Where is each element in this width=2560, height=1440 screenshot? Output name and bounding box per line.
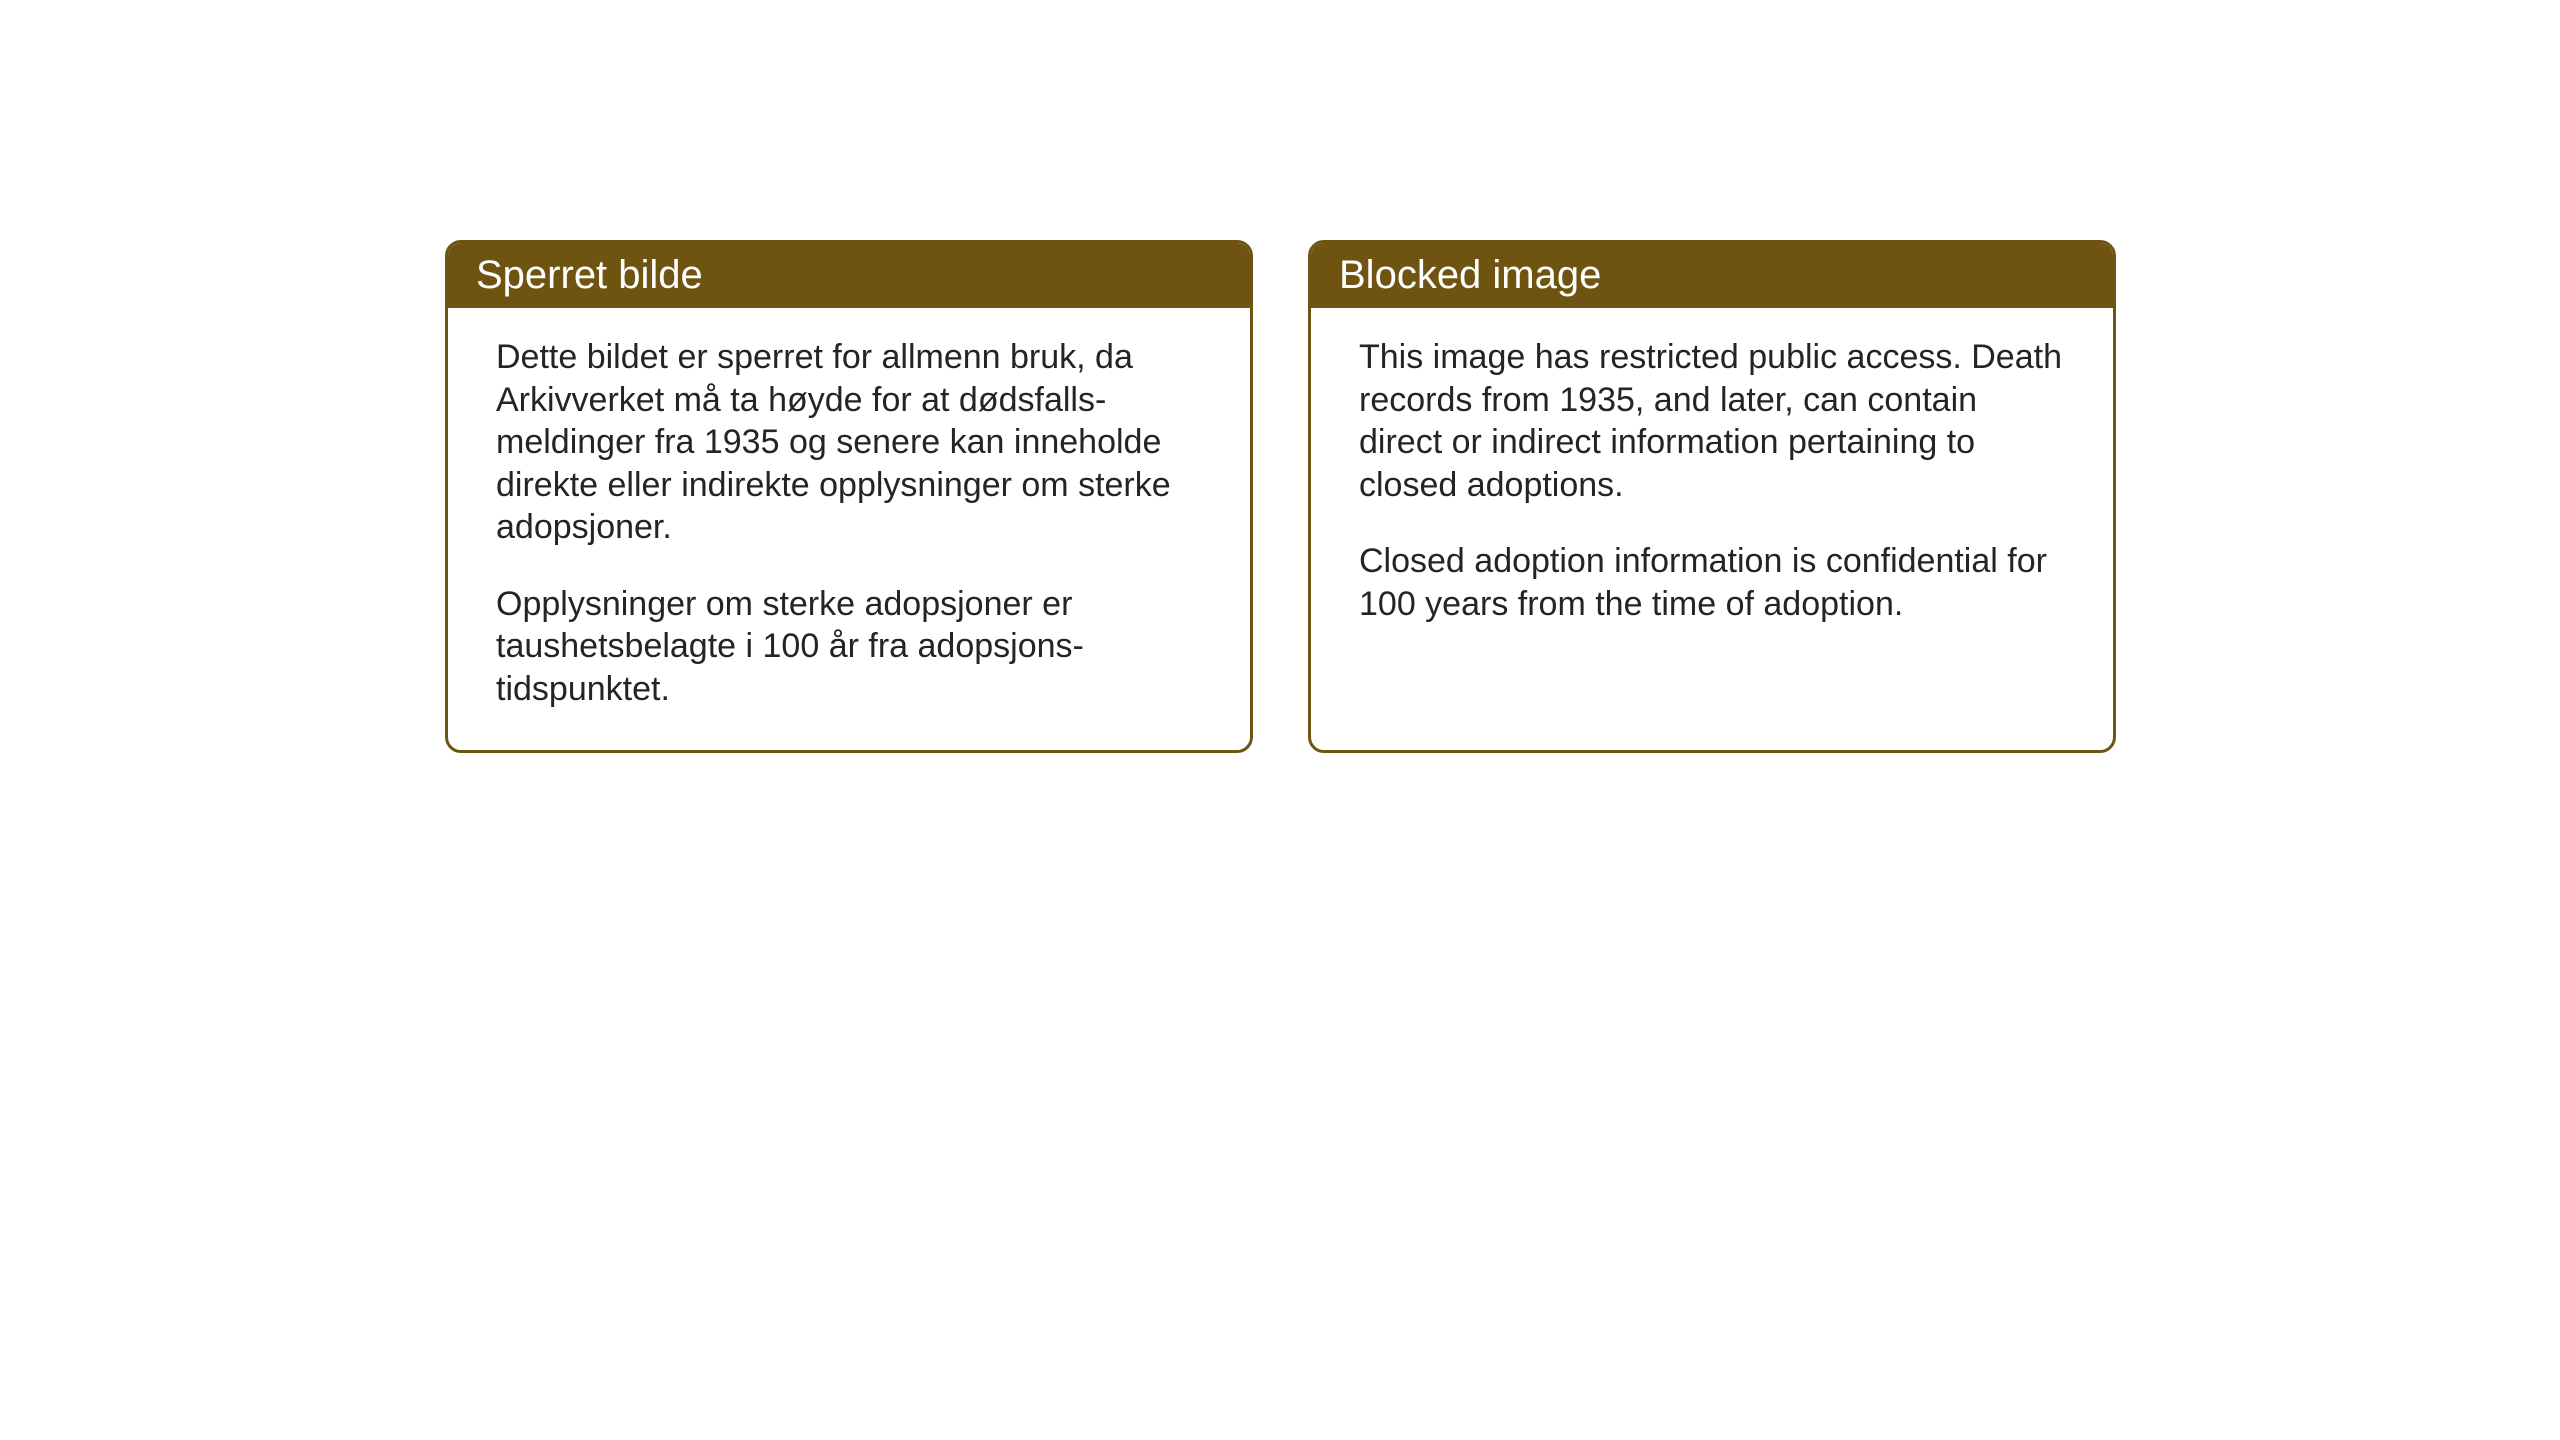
card-title-english: Blocked image	[1339, 253, 1601, 297]
card-paragraph-1-english: This image has restricted public access.…	[1359, 336, 2065, 506]
card-body-norwegian: Dette bildet er sperret for allmenn bruk…	[448, 308, 1250, 750]
card-title-norwegian: Sperret bilde	[476, 253, 703, 297]
card-paragraph-1-norwegian: Dette bildet er sperret for allmenn bruk…	[496, 336, 1202, 549]
card-paragraph-2-norwegian: Opplysninger om sterke adopsjoner er tau…	[496, 583, 1202, 711]
card-header-english: Blocked image	[1311, 243, 2113, 308]
blocked-image-card-norwegian: Sperret bilde Dette bildet er sperret fo…	[445, 240, 1253, 753]
card-body-english: This image has restricted public access.…	[1311, 308, 2113, 683]
blocked-image-card-english: Blocked image This image has restricted …	[1308, 240, 2116, 753]
card-header-norwegian: Sperret bilde	[448, 243, 1250, 308]
cards-container: Sperret bilde Dette bildet er sperret fo…	[445, 240, 2116, 753]
card-paragraph-2-english: Closed adoption information is confident…	[1359, 540, 2065, 625]
